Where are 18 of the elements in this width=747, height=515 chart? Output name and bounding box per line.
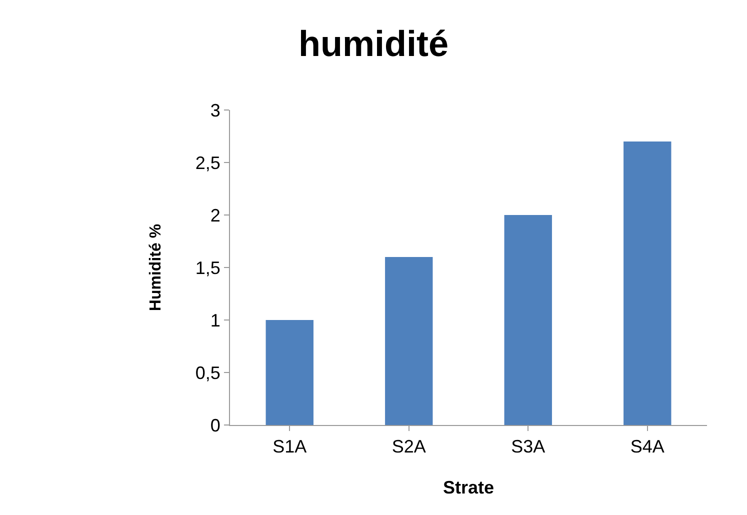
y-tick-label: 2 bbox=[210, 205, 220, 226]
y-tick-label: 2,5 bbox=[195, 152, 220, 173]
y-axis-title: Humidité % bbox=[147, 224, 164, 312]
x-tick-label: S1A bbox=[272, 436, 307, 457]
y-tick-label: 3 bbox=[210, 100, 220, 120]
bar bbox=[624, 142, 672, 425]
y-tick-label: 1,5 bbox=[195, 258, 220, 278]
y-tick-label: 0,5 bbox=[195, 362, 220, 383]
y-tick-label: 0 bbox=[210, 415, 220, 436]
bar bbox=[504, 215, 552, 425]
x-axis-title: Strate bbox=[442, 478, 494, 498]
x-tick-label: S4A bbox=[630, 436, 664, 457]
bar bbox=[266, 320, 314, 425]
y-tick-label: 1 bbox=[210, 310, 220, 330]
x-tick-label: S3A bbox=[511, 436, 546, 457]
x-tick-label: S2A bbox=[392, 436, 426, 457]
chart-title: humidité bbox=[298, 23, 448, 64]
bar bbox=[385, 257, 433, 425]
